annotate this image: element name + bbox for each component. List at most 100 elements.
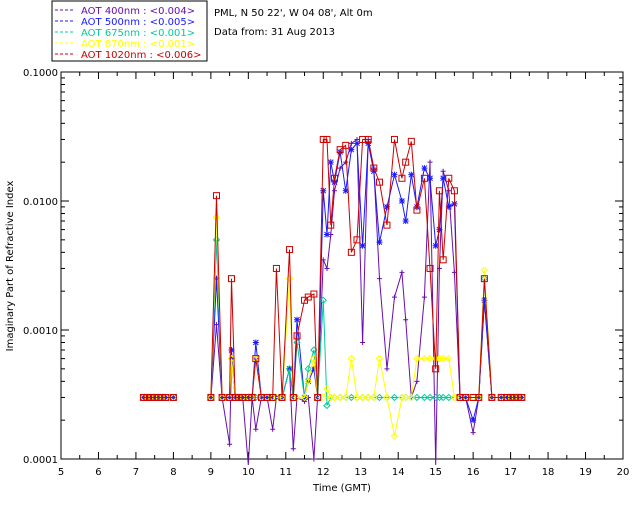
data-point: [364, 135, 372, 143]
data-point: [446, 188, 452, 194]
data-point: [320, 187, 327, 194]
data-point: [289, 393, 297, 401]
data-point: [336, 393, 344, 402]
data-point: [462, 393, 470, 401]
data-point: [331, 174, 339, 182]
data-point: [420, 354, 429, 363]
data-point: [293, 338, 301, 347]
data-point: [324, 231, 331, 238]
legend-entry: AOT 400nm : <0.004>: [81, 6, 195, 17]
data-point: [426, 354, 434, 363]
data-point: [218, 393, 226, 401]
data-point: [147, 393, 155, 401]
data-point: [310, 290, 318, 298]
legend-box: [51, 0, 208, 62]
data-point: [139, 393, 147, 401]
axis-ticks: 5 6 7 8 9 10 11 12 13 14 15 16 17 18 19 20 0.0001 0.0010 0…: [23, 68, 629, 478]
x-tick-label: 5: [58, 467, 64, 478]
data-point: [391, 171, 398, 178]
data-point: [383, 393, 391, 402]
data-point: [383, 203, 390, 210]
legend-entry: AOT 870nm : <0.001>: [81, 39, 195, 50]
data-point: [421, 165, 428, 172]
data-point: [480, 266, 489, 275]
data-point: [383, 221, 391, 229]
data-point: [244, 393, 252, 401]
data-point: [413, 354, 421, 363]
x-tick-label: 7: [133, 467, 139, 478]
data-point: [365, 140, 372, 147]
data-point: [304, 365, 312, 373]
data-point: [435, 187, 443, 195]
data-point: [376, 239, 383, 246]
data-point: [212, 192, 220, 200]
data-point: [319, 393, 327, 402]
data-point: [470, 430, 476, 436]
data-point: [445, 354, 453, 363]
data-point: [290, 446, 296, 452]
legend-entry: AOT 500nm : <0.005>: [81, 17, 195, 28]
data-point: [426, 393, 434, 402]
data-point: [154, 393, 162, 401]
data-point: [304, 377, 312, 386]
data-point: [278, 393, 286, 401]
data-point: [207, 393, 215, 401]
data-point: [330, 393, 339, 402]
series-4: [139, 135, 526, 401]
x-tick-label: 18: [542, 467, 555, 478]
data-point: [401, 393, 410, 402]
data-point: [285, 274, 294, 283]
x-tick-label: 11: [279, 467, 292, 478]
data-point: [359, 242, 366, 249]
y-axis-label: Imaginary Part of Refractive Index: [5, 181, 16, 352]
data-point: [390, 432, 399, 440]
data-point: [432, 365, 440, 373]
data-point: [272, 264, 280, 272]
data-point: [413, 206, 421, 214]
data-point: [327, 221, 335, 229]
data-point: [227, 275, 235, 283]
data-point: [518, 394, 525, 401]
data-point: [342, 141, 350, 149]
x-tick-label: 17: [504, 467, 517, 478]
data-point: [399, 269, 405, 275]
data-point: [391, 294, 397, 300]
data-point: [507, 393, 515, 401]
data-point: [398, 174, 406, 182]
data-point: [470, 417, 477, 424]
data-point: [445, 203, 452, 210]
data-point: [375, 354, 384, 363]
data-point: [518, 393, 526, 401]
data-point: [370, 393, 378, 402]
x-tick-label: 16: [467, 467, 480, 478]
data-point: [293, 393, 301, 402]
data-point: [151, 393, 159, 401]
data-point: [235, 393, 243, 401]
data-point: [375, 393, 384, 402]
legend: AOT 400nm : <0.004>AOT 500nm : <0.005>AO…: [55, 6, 201, 61]
x-tick-label: 15: [429, 467, 442, 478]
data-point: [342, 187, 349, 194]
data-point: [286, 246, 294, 254]
data-point: [480, 275, 488, 283]
data-point: [445, 393, 453, 402]
data-point: [432, 242, 439, 249]
chart-title-line-1: PML, N 50 22', W 04 08', Alt 0m: [214, 8, 373, 19]
data-point: [248, 393, 256, 401]
data-point: [420, 174, 428, 182]
data-point: [353, 140, 360, 147]
x-axis-label: Time (GMT): [312, 483, 371, 494]
y-tick-label: 0.0001: [23, 455, 58, 466]
data-point: [311, 456, 317, 462]
data-point: [445, 174, 453, 182]
data-point: [212, 236, 221, 244]
data-point: [332, 188, 338, 194]
data-point: [488, 393, 496, 401]
y-tick-label: 0.1000: [23, 68, 58, 79]
data-point: [336, 146, 344, 154]
data-point: [440, 175, 447, 182]
legend-entry: AOT 675nm : <0.001>: [81, 28, 195, 39]
data-point: [342, 393, 350, 402]
data-point: [510, 393, 518, 401]
data-point: [169, 393, 177, 401]
